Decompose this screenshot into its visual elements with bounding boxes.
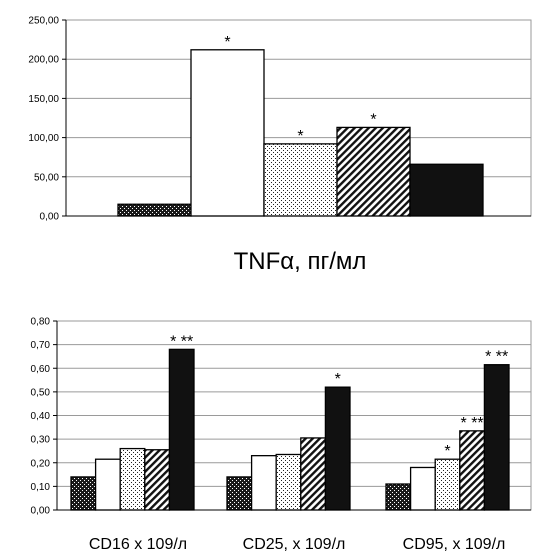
bar — [300, 437, 327, 511]
bar — [119, 447, 146, 511]
bar — [409, 163, 484, 217]
x-category-labels: CD16 х 109/л CD25, х 109/л CD95, х 109/л — [89, 536, 506, 553]
significance-marker: * — [444, 443, 450, 460]
bar — [324, 386, 351, 511]
x-category-label: CD95, х 109/л — [403, 536, 506, 553]
y-tick-label: 100,00 — [28, 133, 59, 144]
bar — [94, 458, 121, 511]
y-tick-label: 0,30 — [31, 435, 51, 446]
bar — [168, 348, 195, 511]
cd-markers-chart: 0,00 0,10 0,20 0,30 0,40 0,50 0,60 0,70 0,80 * *… — [31, 317, 532, 553]
x-category-label: CD25, х 109/л — [243, 536, 346, 553]
bar — [409, 466, 436, 511]
y-tick-label: 0,00 — [31, 506, 51, 517]
bar — [144, 449, 171, 511]
y-tick-label: 200,00 — [28, 55, 59, 66]
y-tick-label: 0,50 — [31, 387, 51, 398]
significance-marker: * — [335, 371, 341, 388]
significance-marker: * — [370, 111, 376, 128]
bar — [434, 458, 461, 511]
y-tick-label: 250,00 — [28, 16, 59, 27]
y-tick-label: 0,20 — [31, 458, 51, 469]
bar — [459, 430, 486, 511]
bar — [263, 143, 338, 217]
bar — [250, 455, 277, 511]
bar — [117, 203, 192, 217]
bar — [226, 476, 253, 511]
y-tick-label: 150,00 — [28, 94, 59, 105]
y-tick-labels: 0,00 0,10 0,20 0,30 0,40 0,50 0,60 0,70 0,80 — [31, 317, 57, 517]
tnf-alpha-chart: 0,00 50,00 100,00 150,00 200,00 250,00 * * * TN… — [28, 16, 532, 275]
bars — [70, 348, 510, 511]
y-tick-label: 0,10 — [31, 482, 51, 493]
bar — [190, 49, 265, 217]
y-tick-label: 0,70 — [31, 340, 51, 351]
bars — [117, 49, 484, 217]
y-tick-label: 50,00 — [34, 172, 59, 183]
significance-marker: * ** — [461, 415, 484, 432]
bar — [336, 126, 411, 217]
significance-marker: * — [224, 34, 230, 51]
significance-marker: * — [297, 128, 303, 145]
chart-title: TNFα, пг/мл — [234, 248, 367, 275]
significance-marker: * ** — [485, 349, 508, 366]
bar — [385, 483, 412, 511]
bar — [275, 453, 302, 511]
y-tick-label: 0,40 — [31, 411, 51, 422]
y-tick-label: 0,00 — [40, 212, 60, 223]
significance-marker: * ** — [170, 333, 193, 350]
significance-markers: * * * — [224, 34, 376, 145]
bar — [483, 364, 510, 511]
y-tick-label: 0,60 — [31, 364, 51, 375]
bar — [70, 476, 97, 511]
y-tick-labels: 0,00 50,00 100,00 150,00 200,00 250,00 — [28, 16, 66, 223]
x-category-label: CD16 х 109/л — [89, 536, 187, 553]
y-tick-label: 0,80 — [31, 317, 51, 328]
significance-markers: * ** * * * ** * ** — [170, 333, 508, 460]
